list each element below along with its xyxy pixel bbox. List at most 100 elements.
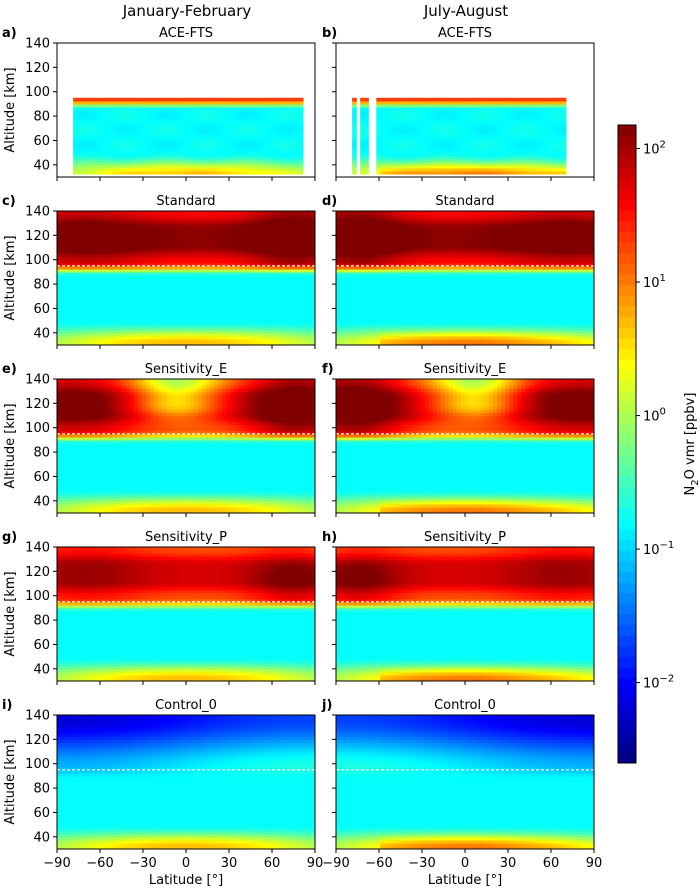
panel-title: ACE-FTS	[159, 26, 213, 41]
colorbar-band	[618, 401, 636, 413]
y-tick-label: 60	[33, 302, 50, 317]
y-tick-label: 60	[33, 134, 50, 149]
colorbar-band	[618, 646, 636, 658]
colorbar-band	[618, 327, 636, 339]
panel-f: Sensitivity_E f)	[322, 362, 595, 517]
colorbar-band	[618, 210, 636, 222]
colorbar-band	[618, 337, 636, 349]
colorbar-band	[618, 539, 636, 551]
x-tick-label: 60	[264, 856, 281, 871]
y-axis-label: Altitude [km]	[3, 235, 18, 320]
colorbar-band	[618, 699, 636, 711]
panel-b: ACE-FTS b)	[322, 26, 595, 181]
panel-title: ACE-FTS	[438, 26, 492, 41]
panel-title: Sensitivity_P	[424, 530, 506, 545]
panel-j: Control_0 j) −90 −60 −30 0 30 60 90 Latitude [°]	[321, 698, 602, 888]
colorbar-band	[618, 571, 636, 583]
colorbar-band	[618, 146, 636, 158]
colorbar-band	[618, 667, 636, 679]
panel-title: Sensitivity_E	[424, 362, 506, 377]
colorbar-band	[618, 316, 636, 328]
colorbar-band	[618, 752, 636, 764]
heatmap-cells	[336, 547, 594, 681]
panel-title: Standard	[156, 194, 215, 209]
colorbar-band	[618, 614, 636, 626]
panel-c: Standard c) 40 60 80 100 120 140 Altitude [km]	[2, 194, 316, 349]
y-tick-label: 40	[33, 830, 50, 845]
y-tick-label: 140	[25, 373, 50, 388]
y-tick-label: 120	[25, 61, 50, 76]
panel-e: Sensitivity_E e) 40 60 80 100 120 140 Altitude […	[2, 362, 316, 517]
colorbar-band	[618, 444, 636, 456]
x-tick-label: 0	[461, 856, 469, 871]
panel-title: Control_0	[155, 698, 217, 713]
panel-title: Control_0	[434, 698, 496, 713]
column-title-left: January-February	[122, 2, 252, 20]
y-tick-label: 140	[25, 205, 50, 220]
colorbar-tick-label: 102	[643, 140, 666, 158]
colorbar-frame	[617, 124, 637, 764]
colorbar-band	[618, 656, 636, 668]
colorbar-band	[618, 231, 636, 243]
colorbar-band	[618, 412, 636, 424]
colorbar-tick-label: 10−1	[643, 540, 674, 558]
colorbar-band	[618, 720, 636, 732]
colorbar-band	[618, 273, 636, 285]
x-axis-label: Latitude [°]	[149, 873, 223, 888]
colorbar-band	[618, 125, 636, 137]
colorbar-band	[618, 305, 636, 317]
colorbar-band	[618, 550, 636, 562]
panel-d: Standard d)	[322, 194, 595, 349]
panel-letter: e)	[2, 362, 17, 377]
y-tick-label: 120	[25, 733, 50, 748]
colorbar-band	[618, 507, 636, 519]
x-tick-label: −90	[43, 856, 70, 871]
panel-letter: d)	[322, 194, 337, 209]
x-tick-label: −90	[322, 856, 349, 871]
y-tick-label: 140	[25, 541, 50, 556]
panel-letter: c)	[2, 194, 16, 209]
panel-letter: h)	[322, 530, 337, 545]
colorbar-band	[618, 380, 636, 392]
colorbar-band	[618, 422, 636, 434]
colorbar-band	[618, 199, 636, 211]
y-axis-label: Altitude [km]	[3, 403, 18, 488]
colorbar-band	[618, 475, 636, 488]
heatmap-cells	[57, 547, 315, 681]
colorbar-label: N2O vmr [ppbv]	[683, 393, 700, 496]
y-axis-label: Altitude [km]	[3, 739, 18, 824]
colorbar-band	[618, 390, 636, 402]
panel-h: Sensitivity_P h)	[322, 530, 595, 685]
x-tick-label: 0	[182, 856, 190, 871]
y-tick-label: 80	[33, 446, 50, 461]
y-axis-label: Altitude [km]	[3, 571, 18, 656]
panel-title: Sensitivity_P	[145, 530, 227, 545]
panel-letter: b)	[322, 26, 337, 41]
heatmap-cells	[57, 715, 315, 849]
colorbar-band	[618, 241, 636, 254]
colorbar-band	[618, 635, 636, 647]
panel-letter: a)	[2, 26, 17, 41]
y-tick-label: 60	[33, 638, 50, 653]
colorbar-band	[618, 731, 636, 743]
colorbar-band	[618, 220, 636, 232]
colorbar-band	[618, 560, 636, 573]
colorbar-band	[618, 465, 636, 477]
heatmap-cells	[57, 211, 315, 345]
colorbar-band	[618, 348, 636, 360]
colorbar-band	[618, 677, 636, 690]
y-tick-label: 80	[33, 278, 50, 293]
y-tick-label: 140	[25, 709, 50, 724]
colorbar-band	[618, 369, 636, 381]
panel-a: ACE-FTS a) 40 60 80 100 120 140 Altitude [km]	[2, 26, 316, 181]
y-tick-label: 40	[33, 662, 50, 677]
x-tick-label: −30	[129, 856, 156, 871]
colorbar-band	[618, 295, 636, 307]
y-tick-label: 40	[33, 158, 50, 173]
colorbar-band	[618, 135, 636, 147]
colorbar-band	[618, 486, 636, 498]
column-titles: January-February July-August	[122, 2, 508, 20]
y-tick-label: 60	[33, 806, 50, 821]
colorbar-band	[618, 156, 636, 169]
